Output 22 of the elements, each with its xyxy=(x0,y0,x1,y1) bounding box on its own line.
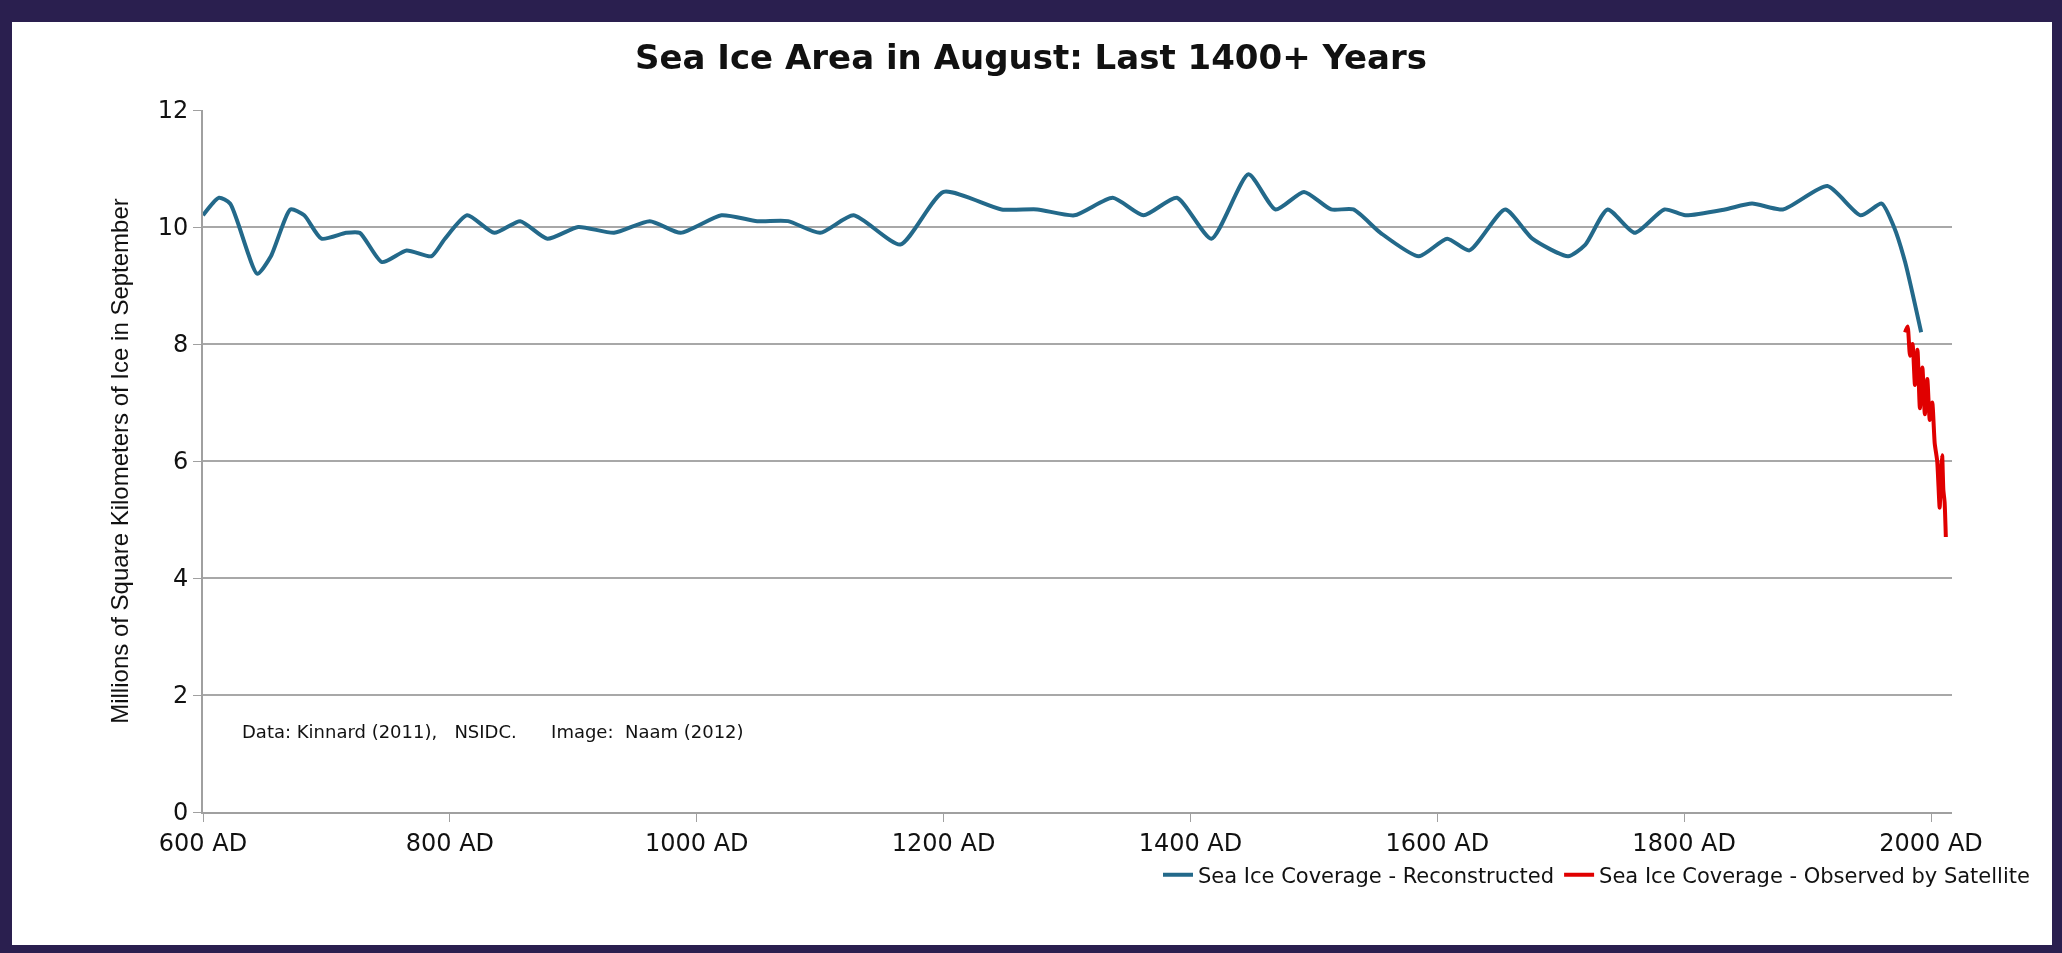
x-tick-label: 1200 AD xyxy=(891,828,996,857)
x-tick-label: 800 AD xyxy=(405,828,495,857)
chart-title: Sea Ice Area in August: Last 1400+ Years xyxy=(634,36,1428,77)
y-tick-label: 6 xyxy=(172,447,189,476)
y-axis-title: Millions of Square Kilometers of Ice in September xyxy=(106,198,134,724)
y-tick-label: 8 xyxy=(172,330,189,359)
x-tick-label: 600 AD xyxy=(158,828,248,857)
y-tick-label: 2 xyxy=(172,681,189,710)
y-tick-label: 4 xyxy=(172,564,189,593)
line-series xyxy=(203,172,1924,335)
x-tick-label: 1600 AD xyxy=(1385,828,1490,857)
annotation: Data: Kinnard (2011), NSIDC. Image: Naam (2012) xyxy=(242,721,744,742)
legend-label: Sea Ice Coverage - Reconstructed xyxy=(1198,863,1555,888)
line-series xyxy=(1903,324,1948,540)
y-tick-label: 12 xyxy=(157,96,189,125)
x-tick-label: 2000 AD xyxy=(1879,828,1983,857)
y-tick-label: 10 xyxy=(157,213,189,242)
legend-label: Sea Ice Coverage - Observed by Satellite xyxy=(1599,863,2030,888)
x-tick-label: 1000 AD xyxy=(644,828,749,857)
x-tick-label: 1400 AD xyxy=(1138,828,1243,857)
y-tick-label: 0 xyxy=(172,798,189,827)
x-tick-label: 1800 AD xyxy=(1632,828,1736,857)
